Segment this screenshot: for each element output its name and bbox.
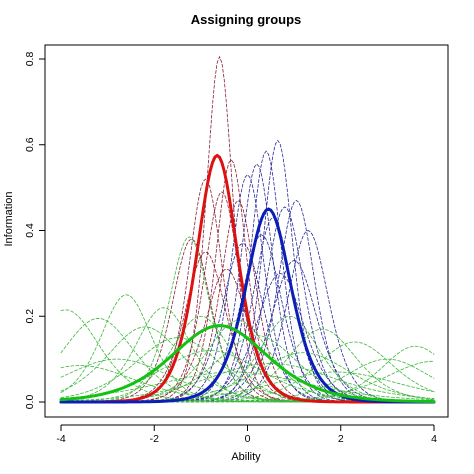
- x-axis-label: Ability: [231, 451, 261, 463]
- x-tick-label: 4: [431, 433, 437, 445]
- chart-title: Assigning groups: [191, 12, 302, 27]
- y-axis: 0.0 0.2 0.4 0.6 0.8: [24, 52, 46, 410]
- x-tick-label: -4: [56, 433, 65, 445]
- dashed-curve-dark_red-7: [60, 199, 435, 403]
- solid-curves-group: [59, 153, 436, 404]
- y-tick-label: 0.6: [24, 137, 36, 152]
- dashed-curve-green_dashed-41: [60, 363, 435, 402]
- dashed-curve-blue_dashed-16: [60, 206, 435, 403]
- y-tick-label: 0.2: [24, 309, 36, 324]
- y-tick-label: 0.8: [24, 52, 36, 67]
- x-axis: -4 -2 0 2 4: [56, 424, 437, 445]
- plot-frame: [44, 44, 449, 418]
- dashed-curves-group: [60, 55, 435, 403]
- dashed-curve-dark_red-6: [60, 191, 435, 403]
- dashed-curve-green_dashed-31: [60, 326, 435, 403]
- solid-curve-blue-1: [59, 207, 436, 404]
- y-tick-label: 0.0: [24, 395, 36, 410]
- dashed-curve-green_dashed-28: [60, 315, 435, 403]
- x-tick-label: 2: [338, 433, 344, 445]
- x-tick-label: 0: [245, 433, 251, 445]
- solid-curve-green-2: [59, 324, 436, 404]
- y-axis-label: Information: [3, 191, 15, 246]
- y-tick-label: 0.4: [24, 223, 36, 238]
- dashed-curve-green_dashed-44: [60, 371, 435, 401]
- x-tick-label: -2: [150, 433, 159, 445]
